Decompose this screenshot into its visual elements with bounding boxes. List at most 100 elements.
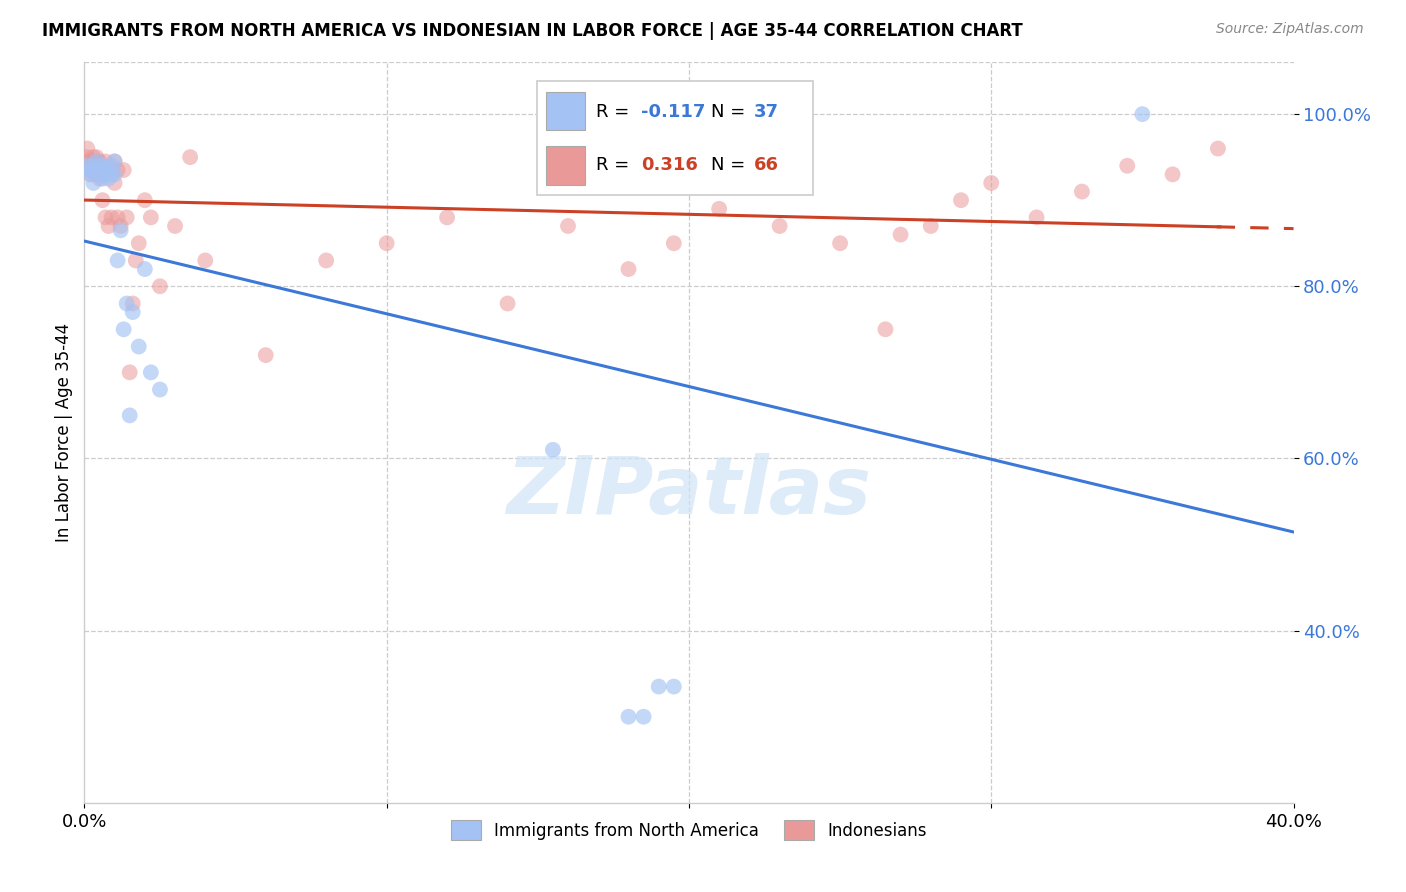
Point [97,163,120,178]
Text: Source: ZipAtlas.com: Source: ZipAtlas.com [1216,22,1364,37]
Point [104,154,127,169]
Point [94,154,117,169]
Point [79,167,101,181]
Point [315,253,337,268]
Point [557,219,579,233]
Point [86,154,108,169]
Point [194,253,217,268]
Point [1130,107,1153,121]
Point [79,163,101,178]
Point [149,279,172,293]
Point [91,167,114,181]
Point [82,176,104,190]
Point [100,211,122,225]
Point [79,163,101,178]
Point [1025,211,1047,225]
Point [89,154,111,169]
Point [76,154,98,169]
Point [91,171,114,186]
Point [89,163,111,178]
Point [662,236,685,251]
Legend: Immigrants from North America, Indonesians: Immigrants from North America, Indonesia… [444,814,934,847]
Point [76,159,98,173]
Point [139,211,162,225]
Point [89,159,111,173]
Point [115,296,138,310]
Point [76,142,98,156]
Point [541,442,564,457]
Point [980,176,1002,190]
Point [86,154,108,169]
Point [496,296,519,310]
Point [662,680,685,694]
Point [89,171,111,186]
Point [107,211,129,225]
Point [134,193,156,207]
Point [89,159,111,173]
Point [125,253,148,268]
Point [91,193,114,207]
Point [121,296,143,310]
Point [1206,142,1229,156]
Text: 37: 37 [754,103,779,120]
Point [1161,167,1184,181]
Text: ZIPatlas: ZIPatlas [506,453,872,531]
FancyBboxPatch shape [537,81,813,195]
Point [94,163,117,178]
Point [104,154,127,169]
Point [86,167,108,181]
FancyBboxPatch shape [546,146,585,185]
Point [709,202,731,216]
Point [100,159,122,173]
Point [91,159,114,173]
Point [118,409,141,423]
Point [1116,159,1139,173]
Point [82,154,104,169]
Point [97,219,120,233]
Point [648,680,671,694]
Point [134,262,156,277]
Point [94,167,117,181]
Point [82,159,104,173]
Point [769,219,792,233]
Point [139,365,162,379]
Point [100,167,122,181]
Point [115,211,138,225]
Text: N =: N = [711,103,745,120]
Text: 66: 66 [754,156,779,174]
Point [254,348,277,362]
Point [107,163,129,178]
Point [118,365,141,379]
Point [128,339,150,353]
Text: R =: R = [596,156,630,174]
Point [94,211,117,225]
Point [920,219,942,233]
Point [91,163,114,178]
Point [950,193,973,207]
Text: 0.316: 0.316 [641,156,697,174]
Point [86,150,108,164]
Point [112,163,135,178]
Point [121,305,143,319]
Point [890,227,912,242]
Text: -0.117: -0.117 [641,103,706,120]
Point [830,236,852,251]
Point [875,322,897,336]
Point [112,322,135,336]
Point [104,167,127,181]
Point [100,163,122,178]
Point [110,219,132,233]
Point [97,171,120,186]
Y-axis label: In Labor Force | Age 35-44: In Labor Force | Age 35-44 [55,323,73,542]
Point [179,150,201,164]
Point [89,167,111,181]
Point [82,163,104,178]
Point [617,709,640,723]
Point [86,163,108,178]
Point [436,211,458,225]
Point [110,223,132,237]
Point [104,176,127,190]
Point [617,262,640,277]
Point [79,167,101,181]
Point [1071,185,1094,199]
